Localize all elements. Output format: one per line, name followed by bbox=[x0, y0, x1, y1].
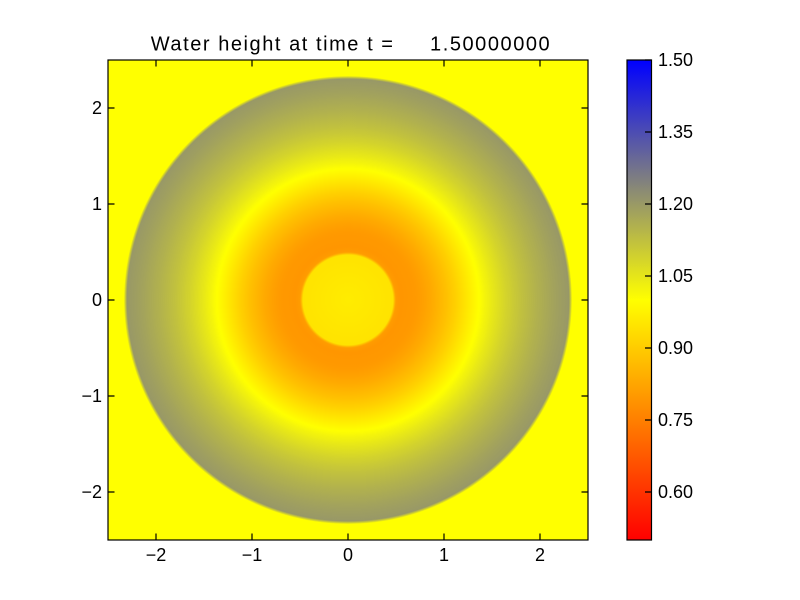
svg-text:1: 1 bbox=[439, 545, 449, 565]
svg-text:2: 2 bbox=[92, 98, 102, 118]
svg-text:2: 2 bbox=[535, 545, 545, 565]
svg-text:1: 1 bbox=[92, 194, 102, 214]
svg-text:0.90: 0.90 bbox=[658, 338, 693, 358]
svg-text:−1: −1 bbox=[242, 545, 263, 565]
svg-text:−2: −2 bbox=[81, 482, 102, 502]
svg-text:1.20: 1.20 bbox=[658, 194, 693, 214]
svg-text:0: 0 bbox=[92, 290, 102, 310]
svg-text:0.75: 0.75 bbox=[658, 410, 693, 430]
svg-text:Water height at time t = 1: Water height at time t = 1.50000000 bbox=[151, 34, 551, 56]
svg-text:0: 0 bbox=[343, 545, 353, 565]
svg-text:1.50: 1.50 bbox=[658, 50, 693, 70]
svg-text:−1: −1 bbox=[81, 386, 102, 406]
svg-text:1.05: 1.05 bbox=[658, 266, 693, 286]
svg-text:0.60: 0.60 bbox=[658, 482, 693, 502]
svg-text:−2: −2 bbox=[146, 545, 167, 565]
svg-text:1.35: 1.35 bbox=[658, 122, 693, 142]
